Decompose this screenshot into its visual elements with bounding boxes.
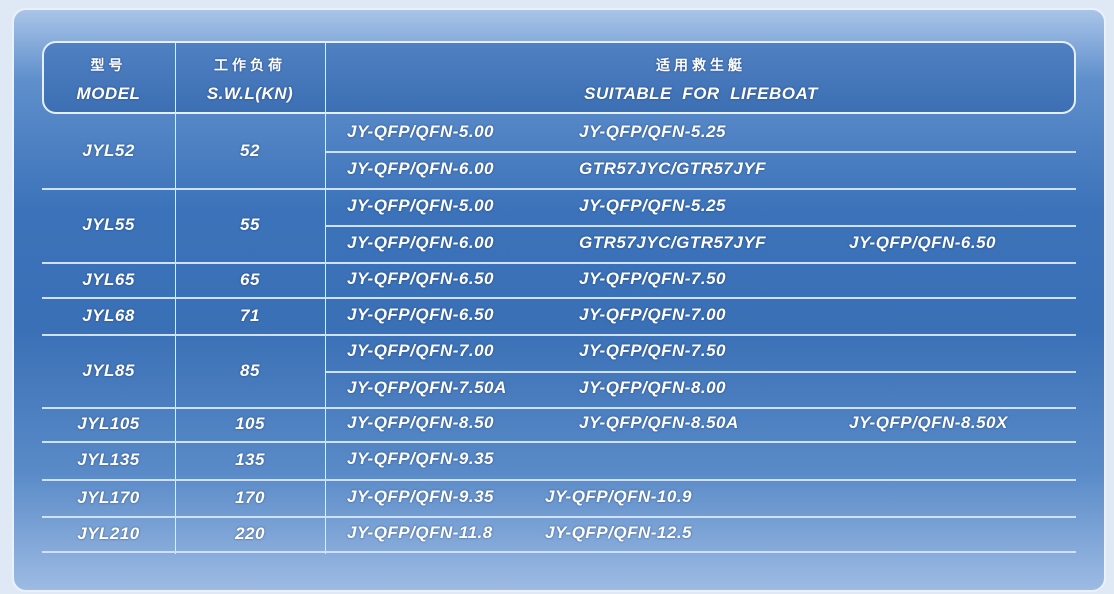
swl-cell: 65 — [240, 269, 260, 289]
lifeboat-model: JY-QFP/QFN-10.9 — [545, 486, 692, 506]
lifeboat-model: JY-QFP/QFN-5.00 — [347, 121, 494, 141]
lifeboat-model: GTR57JYC/GTR57JYF — [579, 232, 767, 252]
header-model-en: MODEL — [76, 84, 141, 103]
lifeboat-model: JY-QFP/QFN-5.25 — [579, 121, 726, 141]
model-cell: JYL170 — [77, 487, 140, 507]
swl-cell: 170 — [235, 487, 265, 507]
sub-row-divider — [326, 151, 1076, 153]
swl-cell: 55 — [240, 215, 260, 234]
swl-cell: 220 — [235, 523, 265, 543]
lifeboat-model: JY-QFP/QFN-9.35 — [347, 449, 494, 468]
row-divider — [42, 441, 1076, 443]
lifeboat-model: JY-QFP/QFN-7.00 — [347, 341, 494, 361]
swl-cell: 85 — [240, 360, 260, 380]
lifeboat-model: JY-QFP/QFN-8.50X — [849, 413, 1008, 432]
sub-row-divider — [326, 225, 1076, 227]
table-header — [42, 41, 1076, 114]
swl-cell: 52 — [240, 141, 260, 160]
model-cell: JYL65 — [82, 269, 135, 289]
lifeboat-model: JY-QFP/QFN-7.50 — [579, 268, 726, 288]
row-divider — [42, 188, 1076, 190]
swl-cell: 71 — [240, 305, 260, 325]
lifeboat-model: GTR57JYC/GTR57JYF — [579, 158, 767, 178]
model-cell: JYL52 — [82, 141, 135, 160]
lifeboat-model: JY-QFP/QFN-8.00 — [579, 377, 726, 397]
header-model-zh: 型号 — [90, 57, 127, 73]
row-divider — [42, 297, 1076, 299]
model-cell: JYL105 — [77, 414, 140, 433]
lifeboat-model: JY-QFP/QFN-5.25 — [579, 195, 726, 215]
lifeboat-model: JY-QFP/QFN-5.00 — [347, 195, 494, 215]
lifeboat-model: JY-QFP/QFN-11.8 — [347, 522, 493, 542]
header-lifeboat-en: SUITABLE FOR LIFEBOAT — [584, 84, 818, 103]
lifeboat-model: JY-QFP/QFN-12.5 — [545, 522, 692, 542]
swl-cell: 135 — [235, 450, 265, 469]
lifeboat-model: JY-QFP/QFN-6.50 — [849, 232, 996, 252]
lifeboat-model: JY-QFP/QFN-7.50 — [579, 341, 726, 361]
row-divider — [42, 479, 1076, 481]
lifeboat-model: JY-QFP/QFN-8.50 — [347, 413, 494, 432]
lifeboat-model: JY-QFP/QFN-6.50 — [347, 268, 494, 288]
lifeboat-model: JY-QFP/QFN-7.50A — [347, 377, 507, 397]
header-swl-zh: 工作负荷 — [214, 57, 286, 73]
lifeboat-model: JY-QFP/QFN-6.50 — [347, 304, 494, 324]
lifeboat-model: JY-QFP/QFN-6.00 — [347, 158, 494, 178]
row-divider — [42, 262, 1076, 264]
model-cell: JYL55 — [82, 215, 135, 234]
model-cell: JYL135 — [77, 450, 140, 469]
row-divider — [42, 407, 1076, 409]
lifeboat-model: JY-QFP/QFN-7.00 — [579, 304, 726, 324]
sub-row-divider — [326, 370, 1076, 373]
lifeboat-model: JY-QFP/QFN-6.00 — [347, 232, 494, 252]
header-swl-en: S.W.L(KN) — [206, 84, 294, 103]
model-cell: JYL85 — [82, 360, 135, 380]
row-divider — [42, 551, 1076, 553]
swl-cell: 105 — [235, 414, 265, 433]
row-divider — [42, 516, 1076, 518]
model-cell: JYL210 — [77, 523, 140, 543]
row-divider — [42, 334, 1076, 336]
lifeboat-model: JY-QFP/QFN-9.35 — [347, 486, 494, 506]
model-cell: JYL68 — [82, 305, 135, 325]
lifeboat-model: JY-QFP/QFN-8.50A — [579, 413, 739, 432]
header-lifeboat-zh: 适用救生艇 — [656, 57, 746, 73]
